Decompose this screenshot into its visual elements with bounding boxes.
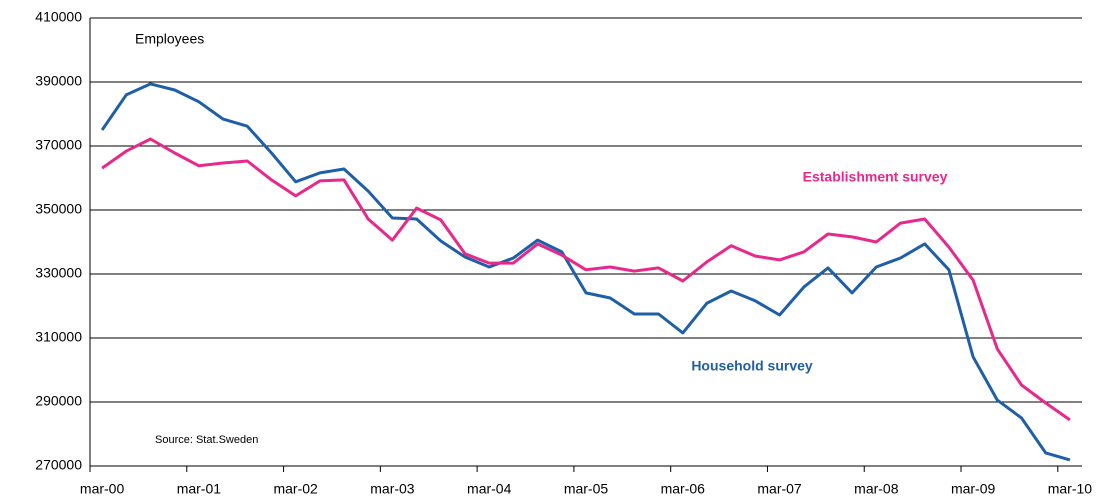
x-tick-label: mar-09 <box>951 481 996 497</box>
y-tick-label: 410000 <box>35 9 82 25</box>
annotation: Source: Stat.Sweden <box>155 434 258 446</box>
y-tick-label: 350000 <box>35 201 82 217</box>
y-tick-label: 390000 <box>35 73 82 89</box>
x-tick-label: mar-06 <box>661 481 706 497</box>
x-tick-label: mar-05 <box>564 481 609 497</box>
series-label: Establishment survey <box>803 169 948 185</box>
y-tick-label: 310000 <box>35 329 82 345</box>
y-tick-label: 270000 <box>35 457 82 473</box>
x-tick-label: mar-08 <box>854 481 899 497</box>
y-tick-label: 290000 <box>35 393 82 409</box>
y-tick-label: 330000 <box>35 265 82 281</box>
series-label: Household survey <box>691 358 813 374</box>
x-tick-label: mar-00 <box>80 481 125 497</box>
x-tick-label: mar-02 <box>273 481 318 497</box>
x-tick-label: mar-03 <box>370 481 415 497</box>
x-tick-label: mar-10 <box>1048 481 1093 497</box>
x-tick-label: mar-01 <box>177 481 222 497</box>
line <box>101 137 1071 422</box>
x-tick-label: mar-07 <box>757 481 802 497</box>
x-tick-label: mar-04 <box>467 481 512 497</box>
y-tick-label: 370000 <box>35 137 82 153</box>
line <box>100 82 1071 462</box>
annotation: Employees <box>135 31 204 47</box>
